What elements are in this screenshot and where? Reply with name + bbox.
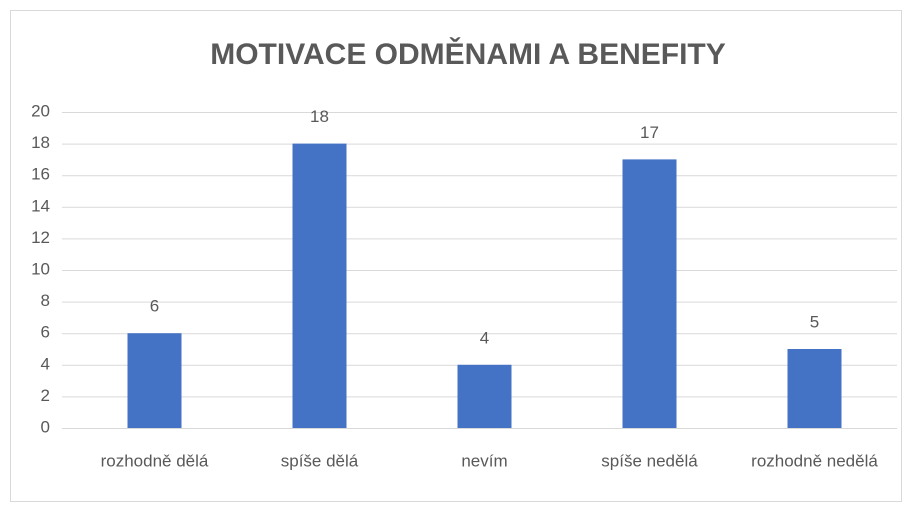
bar xyxy=(787,349,842,428)
data-label: 17 xyxy=(640,123,659,142)
y-tick-label: 16 xyxy=(31,165,50,184)
x-tick-label: rozhodně dělá xyxy=(101,451,209,470)
y-tick-label: 14 xyxy=(31,196,50,215)
data-label: 5 xyxy=(810,312,819,331)
bar xyxy=(457,364,512,428)
y-tick-label: 8 xyxy=(41,291,50,310)
y-tick-label: 12 xyxy=(31,228,50,247)
y-tick-label: 6 xyxy=(41,323,50,342)
y-tick-label: 2 xyxy=(41,386,50,405)
data-label: 6 xyxy=(150,297,159,316)
y-tick-label: 20 xyxy=(31,101,50,120)
x-tick-label: rozhodně nedělá xyxy=(751,451,878,470)
x-tick-label: spíše nedělá xyxy=(601,451,698,470)
x-tick-label: nevím xyxy=(461,451,507,470)
bar xyxy=(292,143,347,428)
bar xyxy=(127,333,182,428)
bar xyxy=(622,159,677,428)
chart-title: MOTIVACE ODMĚNAMI A BENEFITY xyxy=(210,37,726,71)
y-tick-label: 18 xyxy=(31,133,50,152)
x-tick-label: spíše dělá xyxy=(281,451,359,470)
y-tick-label: 10 xyxy=(31,259,50,278)
y-tick-label: 4 xyxy=(41,354,50,373)
data-label: 4 xyxy=(480,328,489,347)
y-tick-label: 0 xyxy=(41,417,50,436)
data-label: 18 xyxy=(310,107,329,126)
